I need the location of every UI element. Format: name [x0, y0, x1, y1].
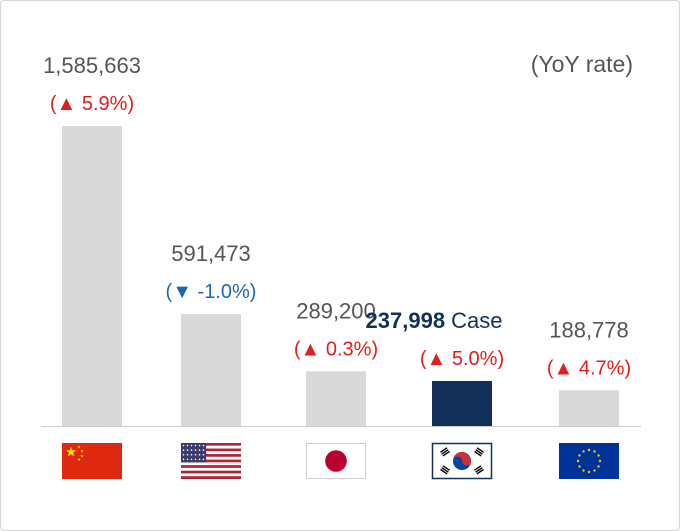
rate-label-4: (▲ 4.7%) — [547, 357, 631, 379]
bar-2 — [306, 371, 366, 426]
value-label-1: 591,473 — [171, 241, 251, 266]
china-flag-icon — [62, 443, 122, 479]
value-label-3: 237,998 Case — [366, 308, 503, 333]
rate-label-0: (▲ 5.9%) — [50, 93, 134, 115]
rate-label-3: (▲ 5.0%) — [420, 348, 504, 370]
eu-flag-icon — [559, 443, 619, 479]
korea-flag-icon — [431, 442, 493, 480]
unit-label: Case — [451, 308, 502, 333]
bar-4 — [559, 390, 619, 426]
bar-3 — [432, 380, 492, 426]
value-label-4: 188,778 — [549, 317, 629, 342]
value-label-2: 289,200 — [296, 298, 376, 323]
bar-1 — [181, 314, 241, 426]
usa-flag-icon — [181, 443, 241, 479]
bar-0 — [62, 126, 122, 426]
rate-label-1: (▼ -1.0%) — [166, 281, 257, 303]
japan-flag-icon — [306, 443, 366, 479]
rate-note: (YoY rate) — [530, 51, 633, 77]
rate-label-2: (▲ 0.3%) — [294, 338, 378, 360]
value-label-0: 1,585,663 — [43, 53, 141, 78]
